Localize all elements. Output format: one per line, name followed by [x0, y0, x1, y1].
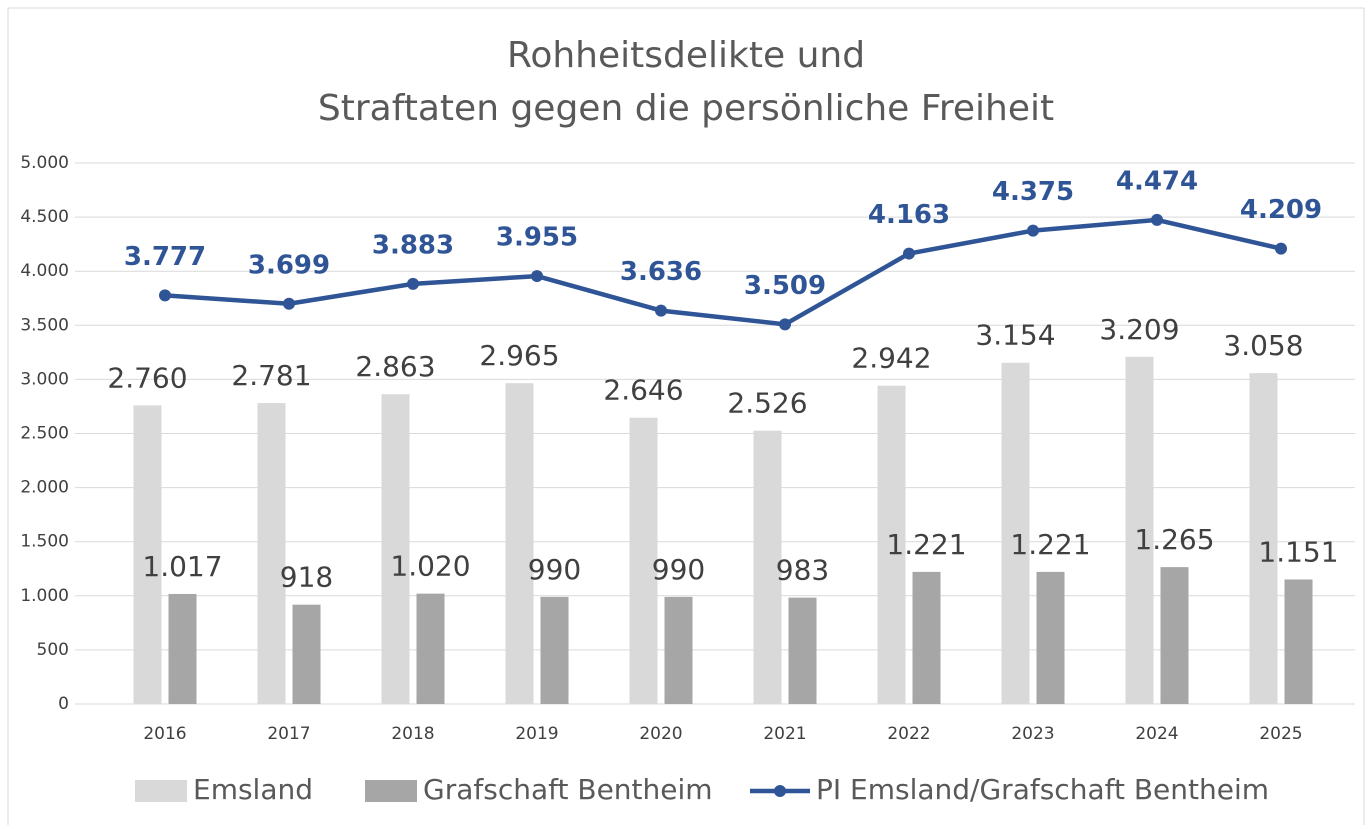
data-label: 3.777 [124, 242, 206, 272]
bar [877, 385, 906, 704]
data-label: 2.965 [479, 339, 559, 372]
line-marker [1027, 224, 1039, 237]
data-label: 3.636 [620, 257, 702, 287]
bar [505, 383, 534, 704]
data-label: 3.058 [1223, 329, 1303, 362]
bar [664, 596, 693, 704]
legend-swatch [365, 780, 417, 802]
line-marker [1275, 242, 1287, 255]
bar [1125, 356, 1154, 704]
data-label: 1.221 [886, 528, 966, 561]
y-tick-label: 4.500 [20, 207, 69, 227]
line-marker [779, 318, 791, 331]
x-tick-label: 2021 [763, 724, 806, 744]
bar [753, 430, 782, 704]
data-label: 4.474 [1116, 166, 1198, 196]
data-label: 1.221 [1010, 528, 1090, 561]
bar [381, 394, 410, 704]
y-tick-label: 3.500 [20, 315, 69, 335]
bar [257, 403, 286, 704]
data-label: 1.265 [1134, 523, 1214, 556]
bar [1160, 567, 1189, 704]
y-tick-label: 1.000 [20, 586, 69, 606]
bar [788, 597, 817, 704]
data-label: 3.699 [248, 250, 330, 280]
x-tick-label: 2022 [887, 724, 930, 744]
legend-label: Emsland [193, 773, 313, 806]
data-label: 2.526 [727, 387, 807, 420]
data-label: 990 [652, 553, 705, 586]
chart-title: Rohheitsdelikte und [507, 35, 865, 76]
line-marker [531, 270, 543, 283]
bar [912, 571, 941, 704]
data-label: 990 [528, 553, 581, 586]
bar [1036, 571, 1065, 704]
data-label: 983 [776, 554, 829, 587]
x-tick-label: 2023 [1011, 724, 1054, 744]
data-label: 4.209 [1240, 195, 1322, 225]
y-tick-label: 500 [37, 640, 69, 660]
data-label: 2.760 [107, 361, 187, 394]
data-label: 2.942 [851, 342, 931, 375]
line-marker [1151, 213, 1163, 226]
data-label: 4.375 [992, 177, 1074, 207]
data-label: 3.509 [744, 271, 826, 301]
bar [1249, 373, 1278, 704]
line-marker [903, 247, 915, 260]
line-marker [283, 297, 295, 310]
data-label: 3.154 [975, 319, 1055, 352]
data-label: 2.781 [231, 359, 311, 392]
y-tick-label: 2.000 [20, 478, 69, 498]
y-tick-label: 5.000 [20, 153, 69, 173]
y-tick-label: 3.000 [20, 369, 69, 389]
data-label: 2.646 [603, 374, 683, 407]
data-label: 4.163 [868, 200, 950, 230]
y-tick-label: 4.000 [20, 261, 69, 281]
bar [168, 593, 197, 704]
x-tick-label: 2024 [1135, 724, 1178, 744]
bar [416, 593, 445, 704]
x-tick-label: 2025 [1259, 724, 1302, 744]
data-label: 3.883 [372, 230, 454, 260]
bar [540, 596, 569, 704]
data-label: 1.151 [1258, 535, 1338, 568]
line [164, 217, 1282, 327]
bar [629, 417, 658, 704]
legend-swatch [774, 785, 786, 797]
x-tick-label: 2016 [143, 724, 186, 744]
y-tick-label: 2.500 [20, 424, 69, 444]
bar [1284, 579, 1313, 704]
line-marker [655, 304, 667, 317]
legend-label: PI Emsland/Grafschaft Bentheim [816, 773, 1269, 806]
x-tick-label: 2017 [267, 724, 310, 744]
legend-label: Grafschaft Bentheim [423, 773, 713, 806]
chart-title: Straftaten gegen die persönliche Freihei… [318, 88, 1054, 129]
data-label: 1.020 [390, 550, 470, 583]
data-label: 3.955 [496, 223, 578, 253]
x-tick-label: 2020 [639, 724, 682, 744]
data-label: 1.017 [142, 550, 222, 583]
x-tick-label: 2019 [515, 724, 558, 744]
y-tick-label: 0 [58, 694, 69, 714]
y-tick-label: 1.500 [20, 532, 69, 552]
legend-swatch [135, 780, 187, 802]
data-label: 3.209 [1099, 313, 1179, 346]
line-marker [407, 277, 419, 290]
line-marker [159, 289, 171, 302]
bar [133, 405, 162, 704]
bar [292, 604, 321, 704]
data-label: 2.863 [355, 350, 435, 383]
x-tick-label: 2018 [391, 724, 434, 744]
data-label: 918 [280, 561, 333, 594]
bar [1001, 362, 1030, 704]
